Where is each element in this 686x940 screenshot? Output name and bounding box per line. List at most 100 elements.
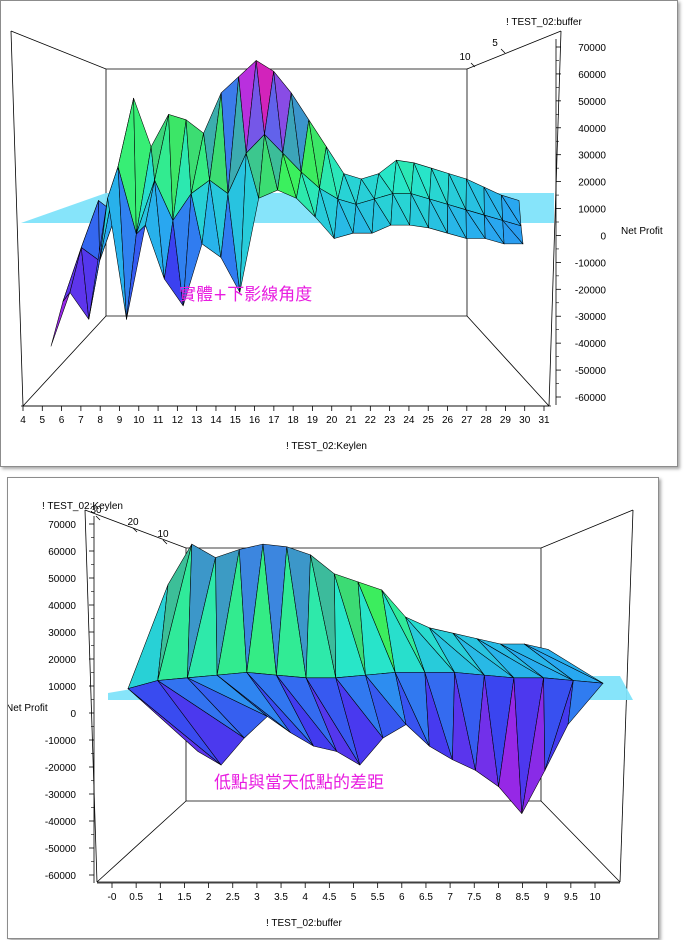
x-tick-label: 0.5 xyxy=(129,892,143,903)
x-tick-label: 25 xyxy=(423,415,435,426)
surface-facet xyxy=(501,194,522,227)
x-tick-label: 9 xyxy=(544,892,550,903)
x-tick-label: 7 xyxy=(78,415,84,426)
z-tick-label: -30000 xyxy=(575,312,607,323)
x-tick-label: 28 xyxy=(481,415,493,426)
y-axis-title: ! TEST_02:buffer xyxy=(506,17,582,28)
x-tick-label: 10 xyxy=(589,892,601,903)
surface-facet xyxy=(502,220,524,245)
x-tick-label: 26 xyxy=(442,415,454,426)
chart-panel-bottom: 70000 60000 50000 40000 30000 20000 10000 0 -100… xyxy=(7,477,659,939)
z-tick-label: -40000 xyxy=(45,817,77,828)
x-tick-label: 3 xyxy=(254,892,260,903)
x-tick-label: 14 xyxy=(210,415,222,426)
z-tick-label: 50000 xyxy=(48,574,76,585)
z-tick-label: 40000 xyxy=(578,124,606,135)
z-axis-title: Net Profit xyxy=(621,226,663,237)
x-tick-label: 1 xyxy=(158,892,164,903)
y-tick-label: 20 xyxy=(127,517,139,528)
x-tick-label: 24 xyxy=(403,415,415,426)
z-tick-label: -10000 xyxy=(45,736,77,747)
x-tick-label: 6 xyxy=(399,892,405,903)
x-tick-label: 5 xyxy=(351,892,357,903)
z-tick-label: 20000 xyxy=(578,178,606,189)
z-tick-label: 0 xyxy=(600,231,606,242)
x-tick-label: 16 xyxy=(249,415,261,426)
y-axis-tick xyxy=(95,515,101,521)
x-tick-label: 7 xyxy=(447,892,453,903)
z-tick-label: -50000 xyxy=(45,844,77,855)
x-tick-label: 20 xyxy=(326,415,338,426)
surface-chart-top: 70000 60000 50000 40000 30000 20000 10000 0 -100… xyxy=(10,17,663,452)
y-tick-label: 5 xyxy=(492,38,498,49)
x-tick-label: 2.5 xyxy=(226,892,240,903)
surface-facet xyxy=(543,677,574,771)
x-axis-title: ! TEST_02:Keylen xyxy=(286,441,367,452)
x-tick-label: 23 xyxy=(384,415,396,426)
z-tick-label: -60000 xyxy=(45,871,77,882)
x-tick-label: 9 xyxy=(117,415,123,426)
z-tick-label: 50000 xyxy=(578,97,606,108)
z-tick-label: 60000 xyxy=(578,70,606,81)
axes-group: 70000 60000 50000 40000 30000 20000 10000 0 -100… xyxy=(20,38,606,426)
surface-facet xyxy=(50,292,71,347)
z-tick-label: 60000 xyxy=(48,547,76,558)
z-tick-label: 40000 xyxy=(48,601,76,612)
surface-mesh xyxy=(50,60,524,347)
x-tick-label: 3.5 xyxy=(274,892,288,903)
x-tick-label: 7.5 xyxy=(467,892,481,903)
z-tick-label: -60000 xyxy=(575,393,607,404)
x-tick-label: 11 xyxy=(153,415,164,426)
x-tick-label: 15 xyxy=(230,415,242,426)
x-tick-label: 10 xyxy=(133,415,145,426)
x-tick-label: 4 xyxy=(20,415,26,426)
x-tick-label: 17 xyxy=(268,415,280,426)
y-axis-tick xyxy=(500,48,506,54)
x-tick-label: 19 xyxy=(307,415,319,426)
chart-annotation: 實體+下影線角度 xyxy=(179,285,312,305)
z-tick-label: -50000 xyxy=(575,366,607,377)
x-tick-label: 8.5 xyxy=(516,892,530,903)
surface-mesh xyxy=(127,543,604,814)
surface-facet xyxy=(567,680,604,725)
chart-annotation: 低點與當天低點的差距 xyxy=(214,773,384,793)
y-axis-tick xyxy=(162,539,168,545)
y-tick-label: 10 xyxy=(157,529,169,540)
z-tick-label: 30000 xyxy=(578,151,606,162)
z-tick-label: 10000 xyxy=(48,682,76,693)
x-tick-label: 9.5 xyxy=(564,892,578,903)
y-tick-label: 30 xyxy=(90,505,102,516)
x-tick-label: 27 xyxy=(461,415,473,426)
x-tick-label: 8 xyxy=(97,415,103,426)
z-tick-label: -20000 xyxy=(45,763,77,774)
x-tick-label: 6 xyxy=(59,415,65,426)
surface-chart-bottom: 70000 60000 50000 40000 30000 20000 10000 0 -100… xyxy=(8,501,634,929)
chart-panel-top: 70000 60000 50000 40000 30000 20000 10000 0 -100… xyxy=(0,0,678,467)
x-tick-label: 31 xyxy=(538,415,550,426)
x-tick-label: 18 xyxy=(288,415,300,426)
y-axis-title: ! TEST_02:Keylen xyxy=(42,501,123,512)
z-tick-label: -20000 xyxy=(575,285,607,296)
z-tick-label: -40000 xyxy=(575,339,607,350)
z-tick-label: 70000 xyxy=(48,520,76,531)
x-tick-label: 12 xyxy=(172,415,184,426)
z-tick-label: 0 xyxy=(70,709,76,720)
z-tick-label: 70000 xyxy=(578,43,606,54)
x-tick-label: 8 xyxy=(496,892,502,903)
y-axis-tick xyxy=(132,527,138,533)
x-tick-label: 5.5 xyxy=(371,892,385,903)
x-tick-label: 13 xyxy=(191,415,203,426)
x-tick-label: 4 xyxy=(302,892,308,903)
x-tick-label: 21 xyxy=(345,415,357,426)
x-tick-label: 2 xyxy=(206,892,212,903)
x-tick-label: 30 xyxy=(519,415,531,426)
x-tick-label: 4.5 xyxy=(322,892,336,903)
surface-facet xyxy=(524,643,604,684)
z-axis-title: Net Profit xyxy=(8,703,48,714)
y-axis-tick xyxy=(470,62,476,68)
z-tick-label: -30000 xyxy=(45,790,77,801)
x-tick-label: 29 xyxy=(500,415,512,426)
x-tick-label: 6.5 xyxy=(419,892,433,903)
x-tick-label: 22 xyxy=(365,415,377,426)
x-axis-title: ! TEST_02:buffer xyxy=(266,918,342,929)
